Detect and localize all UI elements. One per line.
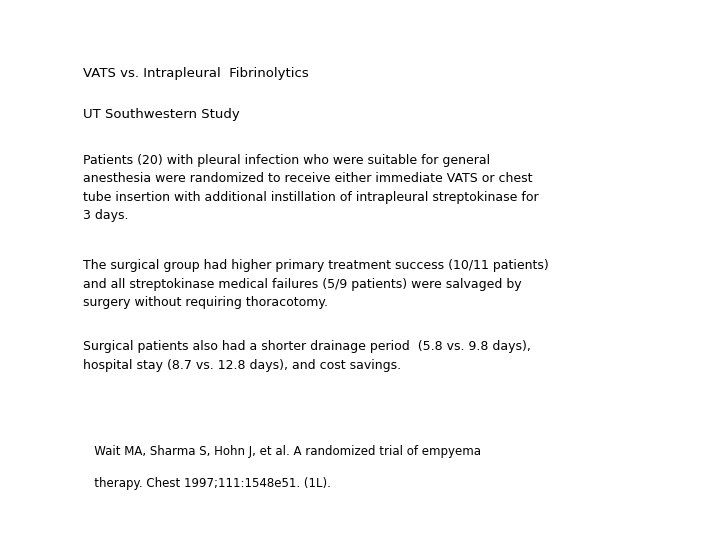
Text: Patients (20) with pleural infection who were suitable for general
anesthesia we: Patients (20) with pleural infection who… bbox=[83, 154, 539, 222]
Text: Wait MA, Sharma S, Hohn J, et al. A randomized trial of empyema: Wait MA, Sharma S, Hohn J, et al. A rand… bbox=[83, 446, 481, 458]
Text: therapy. Chest 1997;111:1548e51. (1L).: therapy. Chest 1997;111:1548e51. (1L). bbox=[83, 477, 330, 490]
Text: Surgical patients also had a shorter drainage period  (5.8 vs. 9.8 days),
hospit: Surgical patients also had a shorter dra… bbox=[83, 340, 531, 372]
Text: The surgical group had higher primary treatment success (10/11 patients)
and all: The surgical group had higher primary tr… bbox=[83, 259, 549, 309]
Text: UT Southwestern Study: UT Southwestern Study bbox=[83, 108, 240, 121]
Text: VATS vs. Intrapleural  Fibrinolytics: VATS vs. Intrapleural Fibrinolytics bbox=[83, 68, 309, 80]
